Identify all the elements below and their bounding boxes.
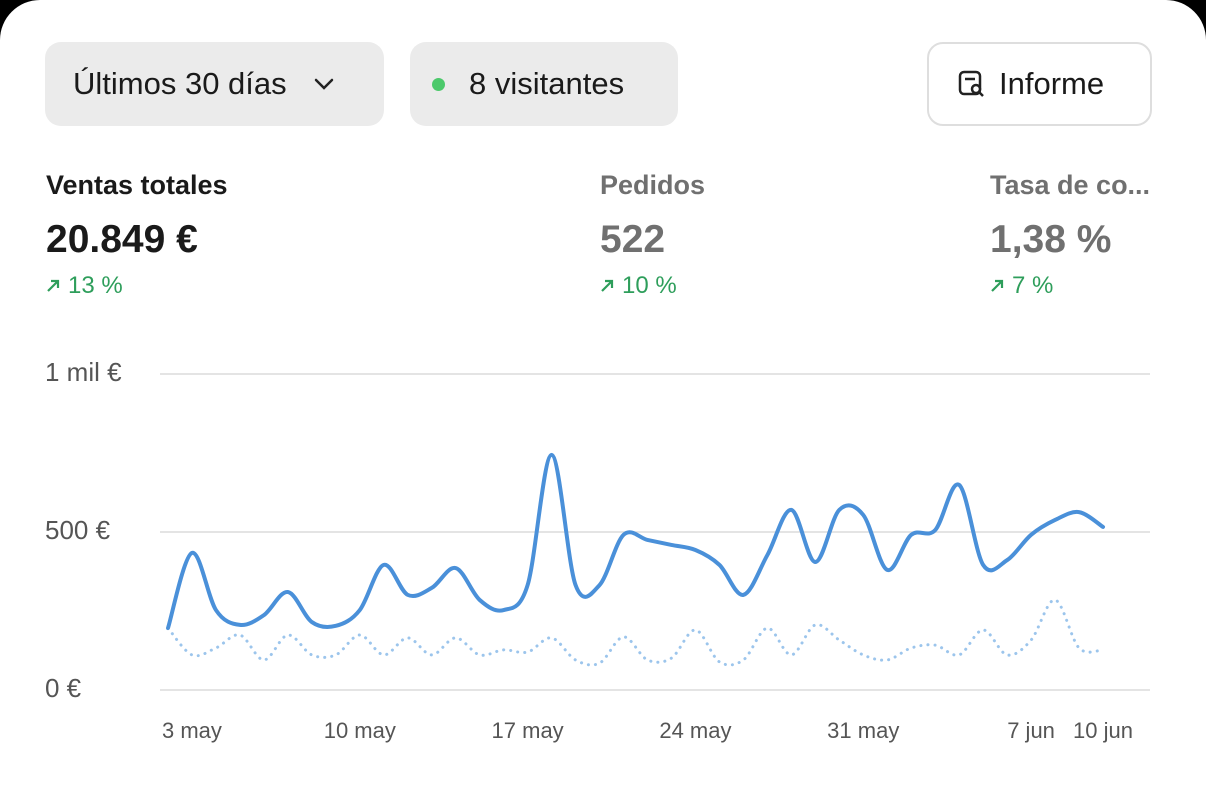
x-tick-label: 10 jun bbox=[1073, 718, 1133, 743]
x-tick-label: 24 may bbox=[659, 718, 731, 743]
metric-title: Pedidos bbox=[600, 170, 706, 200]
range-label: Últimos 30 días bbox=[73, 66, 287, 101]
range-button[interactable]: Últimos 30 días bbox=[45, 42, 384, 126]
chevron-icon bbox=[314, 78, 333, 90]
metric-change: 10 % bbox=[600, 272, 705, 300]
series-line bbox=[166, 598, 1105, 667]
metric-value: 522 bbox=[600, 218, 666, 261]
metric-change: 7 % bbox=[990, 272, 1150, 300]
x-tick-label: 10 may bbox=[324, 718, 396, 743]
metric-change-text: 10 % bbox=[622, 272, 677, 299]
x-tick-label: 3 may bbox=[162, 718, 222, 743]
y-tick-label: 1 mil € bbox=[45, 357, 122, 387]
visitors-button[interactable]: 8 visitantes bbox=[410, 42, 678, 126]
y-tick-label: 0 € bbox=[45, 673, 82, 703]
x-tick-label: 31 may bbox=[827, 718, 899, 743]
metric[interactable]: Ventas totales 20.849 € 13 % bbox=[46, 170, 228, 300]
series-line bbox=[166, 452, 1105, 631]
visitors-label: 8 visitantes bbox=[469, 66, 625, 101]
metric[interactable]: Pedidos 522 10 % bbox=[600, 170, 705, 300]
metric-title: Ventas totales bbox=[46, 170, 228, 200]
report-icon bbox=[958, 70, 984, 97]
report-button[interactable]: Informe bbox=[927, 42, 1152, 126]
up-arrow bbox=[47, 279, 60, 292]
report-label: Informe bbox=[999, 66, 1105, 101]
x-tick-label: 17 may bbox=[492, 718, 564, 743]
metric-change-text: 13 % bbox=[68, 272, 123, 299]
metric-change: 13 % bbox=[46, 272, 228, 300]
up-arrow bbox=[601, 279, 614, 292]
metric-value: 20.849 € bbox=[46, 218, 198, 261]
metric[interactable]: Tasa de co... 1,38 % 7 % bbox=[990, 170, 1150, 300]
metric-value: 1,38 % bbox=[990, 218, 1112, 261]
up-arrow bbox=[991, 279, 1004, 292]
metric-change-text: 7 % bbox=[1012, 272, 1054, 299]
x-tick-label: 7 jun bbox=[1007, 718, 1055, 743]
y-tick-label: 500 € bbox=[45, 515, 111, 545]
metric-title: Tasa de co... bbox=[990, 170, 1151, 200]
live-dot bbox=[432, 77, 445, 91]
